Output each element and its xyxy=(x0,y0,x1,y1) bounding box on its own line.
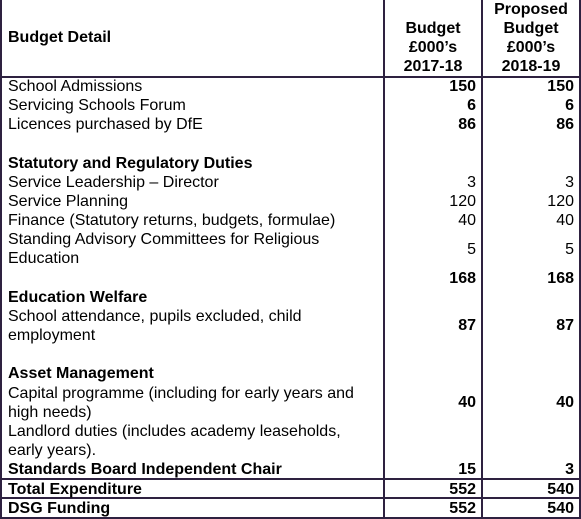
header-budget-2018-line2: Budget xyxy=(503,20,559,37)
row-value-2017: 86 xyxy=(458,116,476,133)
row-label-sacre-line1: Standing Advisory Committees for Religio… xyxy=(8,231,320,248)
total-expenditure-value-2018: 540 xyxy=(547,481,574,498)
row-label-capital-line1: Capital programme (including for early y… xyxy=(8,385,354,402)
column-divider-2 xyxy=(481,0,483,519)
dsg-funding-value-2017: 552 xyxy=(449,500,476,517)
row-label-sacre-line2: Education xyxy=(8,250,80,267)
header-budget-2018-line1: Proposed xyxy=(494,1,568,18)
row-value-2018: 6 xyxy=(565,97,574,114)
total-divider-mid xyxy=(0,497,581,499)
row-label-standards-board: Standards Board Independent Chair xyxy=(8,461,282,478)
header-budget-2017-line3: 2017-18 xyxy=(403,58,463,75)
row-value-2017: 40 xyxy=(458,212,476,229)
section-heading-asset-management: Asset Management xyxy=(8,365,154,382)
row-value-2018: 150 xyxy=(547,78,574,95)
row-value-2017: 6 xyxy=(467,97,476,114)
header-budget-2018-line4: 2018-19 xyxy=(501,58,561,75)
row-label-finance: Finance (Statutory returns, budgets, for… xyxy=(8,212,336,229)
row-value-2018: 40 xyxy=(556,212,574,229)
table-border-bottom xyxy=(0,517,581,519)
subtotal-value-2018: 168 xyxy=(547,270,574,287)
row-label-school-attendance-line2: employment xyxy=(8,327,96,344)
asset-management-value-2017: 40 xyxy=(458,394,476,411)
row-label-capital-line2: high needs) xyxy=(8,404,92,421)
row-label-servicing-schools-forum: Servicing Schools Forum xyxy=(8,97,186,114)
row-value-2017: 5 xyxy=(467,241,476,258)
dsg-funding-value-2018: 540 xyxy=(547,500,574,517)
row-label-school-attendance-line1: School attendance, pupils excluded, chil… xyxy=(8,308,302,325)
row-value-2017: 3 xyxy=(467,174,476,191)
education-welfare-value-2017: 87 xyxy=(458,317,476,334)
total-expenditure-value-2017: 552 xyxy=(449,481,476,498)
subtotal-value-2017: 168 xyxy=(449,270,476,287)
asset-management-value-2018: 40 xyxy=(556,394,574,411)
table-border-right xyxy=(579,0,581,519)
row-label-school-admissions: School Admissions xyxy=(8,78,143,95)
section-heading-statutory: Statutory and Regulatory Duties xyxy=(8,155,253,172)
section-heading-education-welfare: Education Welfare xyxy=(8,289,148,306)
row-label-service-planning: Service Planning xyxy=(8,193,129,210)
row-label-landlord-line1: Landlord duties (includes academy leaseh… xyxy=(8,423,341,440)
education-welfare-value-2018: 87 xyxy=(556,317,574,334)
row-label-landlord-line2: early years). xyxy=(8,442,97,459)
column-divider-1 xyxy=(383,0,385,519)
row-value-2017: 150 xyxy=(449,78,476,95)
row-label-total-expenditure: Total Expenditure xyxy=(8,481,142,498)
row-label-licences: Licences purchased by DfE xyxy=(8,116,203,133)
header-budget-2017-line1: Budget xyxy=(405,20,461,37)
total-divider-top xyxy=(0,478,581,480)
header-budget-detail: Budget Detail xyxy=(8,29,112,46)
row-value-2018: 120 xyxy=(547,193,574,210)
standards-board-value-2018: 3 xyxy=(565,461,574,478)
row-label-service-leadership: Service Leadership – Director xyxy=(8,174,219,191)
header-divider xyxy=(0,76,581,78)
table-border-left xyxy=(0,0,2,519)
row-label-dsg-funding: DSG Funding xyxy=(8,500,111,517)
standards-board-value-2017: 15 xyxy=(458,461,476,478)
row-value-2018: 3 xyxy=(565,174,574,191)
row-value-2017: 120 xyxy=(449,193,476,210)
row-value-2018: 5 xyxy=(565,241,574,258)
row-value-2018: 86 xyxy=(556,116,574,133)
header-budget-2018-line3: £000’s xyxy=(506,39,556,56)
header-budget-2017-line2: £000’s xyxy=(408,39,458,56)
